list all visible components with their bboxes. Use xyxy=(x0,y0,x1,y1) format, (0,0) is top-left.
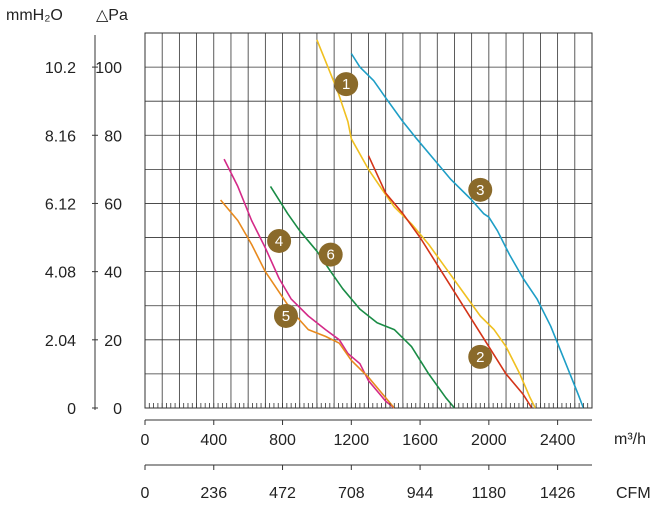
series-badge-label: 1 xyxy=(342,76,350,93)
grid xyxy=(144,32,593,409)
x-secondary-unit-label: CFM xyxy=(616,485,651,502)
x-tick-label: 0 xyxy=(141,432,150,449)
x-secondary-tick-label: 472 xyxy=(269,485,296,502)
series-line-3 xyxy=(350,53,585,409)
y-tick-label: 20 xyxy=(104,333,122,350)
x-tick-label: 2000 xyxy=(471,432,507,449)
y-secondary-unit-label: mmH₂O xyxy=(6,7,63,24)
series-badge-1 xyxy=(334,72,359,97)
series-line-4 xyxy=(223,158,395,409)
x-tick-label: 1200 xyxy=(334,432,370,449)
x-secondary-tick-label: 0 xyxy=(141,485,150,502)
x-secondary-tick-label: 1180 xyxy=(472,485,507,502)
y-tick-label: 60 xyxy=(104,196,122,213)
series-badge-label: 3 xyxy=(476,182,484,199)
x-tick-label: 400 xyxy=(200,432,227,449)
y-secondary-tick-label: 8.16 xyxy=(45,128,76,145)
series-badge-6 xyxy=(318,242,343,267)
x-tick-label: 800 xyxy=(269,432,296,449)
y-unit-label: △Pa xyxy=(96,7,128,24)
x-tick-label: 1600 xyxy=(402,432,438,449)
x-secondary-tick-label: 236 xyxy=(200,485,227,502)
y-secondary-tick-label: 0 xyxy=(67,401,76,418)
x-secondary-tick-label: 944 xyxy=(407,485,434,502)
y-tick-label: 100 xyxy=(95,60,122,77)
x-unit-label: m³/h xyxy=(614,431,646,448)
series-badges: 1 2 3 4 5 6 xyxy=(267,72,493,369)
series-line-1 xyxy=(316,39,537,409)
series-badge-3 xyxy=(468,177,493,202)
series-line-5 xyxy=(219,199,395,409)
series-badge-2 xyxy=(468,344,493,369)
y-tick-label: 40 xyxy=(104,265,122,282)
x-secondary-tick-label: 1426 xyxy=(540,485,576,502)
y-secondary-tick-label: 4.08 xyxy=(45,265,76,282)
y-secondary-tick-label: 2.04 xyxy=(45,333,76,350)
y-tick-label: 80 xyxy=(104,128,122,145)
x-tick-label: 2400 xyxy=(540,432,576,449)
series-badge-5 xyxy=(273,303,298,328)
series-line-2 xyxy=(367,155,533,409)
series-badge-label: 2 xyxy=(476,349,484,366)
series-badge-label: 5 xyxy=(282,308,290,325)
series-line-6 xyxy=(269,185,456,409)
x-secondary-tick-label: 708 xyxy=(338,485,365,502)
y-secondary-tick-label: 10.2 xyxy=(45,60,76,77)
series-badge-label: 6 xyxy=(327,247,335,264)
series-badge-label: 4 xyxy=(275,233,283,250)
series-badge-4 xyxy=(267,228,292,253)
series-lines xyxy=(219,39,585,409)
y-tick-label: 0 xyxy=(113,401,122,418)
y-secondary-tick-label: 6.12 xyxy=(45,196,76,213)
